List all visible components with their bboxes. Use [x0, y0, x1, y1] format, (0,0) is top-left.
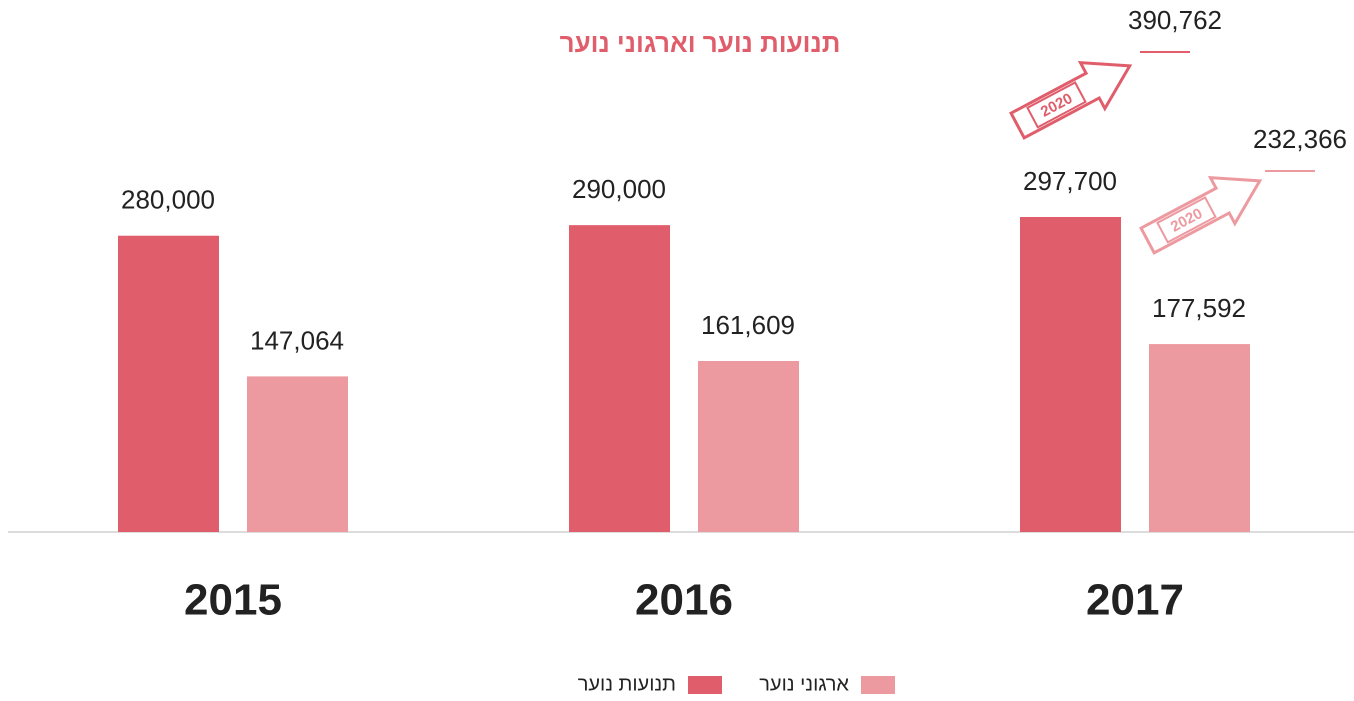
- value-label: 177,592: [1152, 293, 1246, 323]
- value-label: 280,000: [121, 185, 215, 215]
- arrow-shape: [1139, 175, 1263, 255]
- legend-label: תנועות נוער: [578, 673, 676, 695]
- legend-label: ארגוני נוער: [759, 673, 849, 695]
- legend-swatch: [861, 676, 895, 694]
- bar: [698, 360, 799, 532]
- projection-arrow: 2020: [1139, 175, 1263, 255]
- stamp-box: [1156, 196, 1217, 244]
- stamp-box: [1026, 81, 1087, 129]
- value-label: 297,700: [1023, 166, 1117, 196]
- annotation-value: 232,366: [1253, 124, 1347, 154]
- x-tick-label: 2016: [635, 576, 733, 625]
- bar: [247, 376, 348, 532]
- bar: [118, 235, 219, 533]
- chart-title: תנועות נוער וארגוני נוער: [560, 28, 841, 58]
- annotation-value: 390,762: [1128, 5, 1222, 35]
- bar: [1020, 217, 1121, 532]
- bar: [569, 225, 670, 532]
- x-tick-label: 2015: [184, 576, 282, 625]
- legend-swatch: [688, 676, 722, 694]
- x-tick-label: 2017: [1086, 576, 1184, 625]
- value-label: 161,609: [701, 310, 795, 340]
- value-label: 290,000: [572, 174, 666, 204]
- value-label: 147,064: [250, 325, 344, 355]
- bar: [1149, 344, 1250, 532]
- arrow-shape: [1009, 60, 1133, 140]
- projection-arrow: 2020: [1009, 60, 1133, 140]
